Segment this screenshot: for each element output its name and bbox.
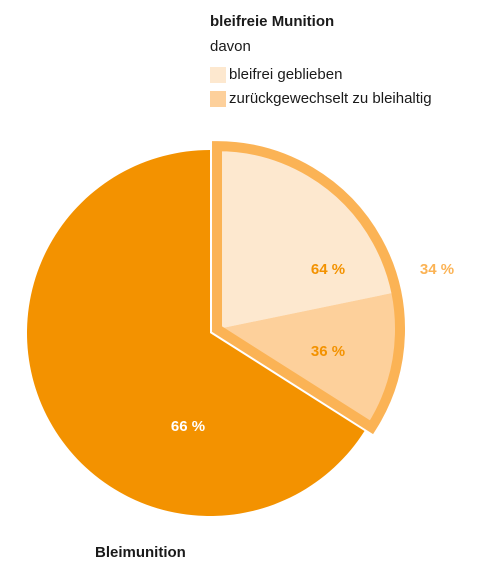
pie-slice bbox=[27, 150, 365, 517]
legend-label: bleifrei geblieben bbox=[229, 66, 342, 83]
legend-subtitle: davon bbox=[210, 38, 251, 55]
value-label: 64 % bbox=[311, 261, 345, 278]
legend-swatch bbox=[210, 91, 226, 107]
value-label: 66 % bbox=[171, 418, 205, 435]
pie-sub-slice bbox=[217, 292, 401, 428]
value-label: 34 % bbox=[420, 261, 454, 278]
legend-swatch bbox=[210, 67, 226, 83]
category-label: Bleimunition bbox=[95, 544, 186, 561]
pie-sub-slice bbox=[217, 146, 397, 330]
value-label: 36 % bbox=[311, 343, 345, 360]
pie-slice bbox=[212, 141, 405, 435]
legend-title: bleifreie Munition bbox=[210, 13, 334, 30]
legend-label: zurückgewechselt zu bleihaltig bbox=[229, 90, 432, 107]
